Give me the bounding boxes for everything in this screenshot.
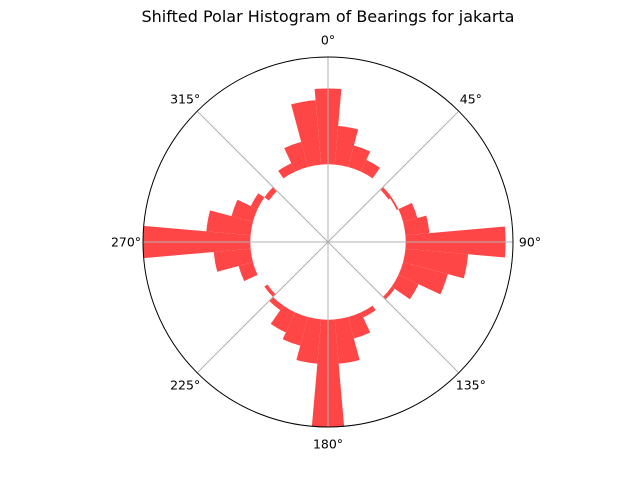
- bar-10deg: [334, 125, 359, 167]
- angle-tick-label-225: 225°: [170, 377, 200, 392]
- grid-line-315deg: [196, 110, 329, 243]
- grid-line-45deg: [327, 110, 460, 243]
- angle-ticks-layer: 0° 45° 90° 135° 180° 225° 270° 315°: [111, 33, 541, 452]
- bars-layer: [142, 88, 506, 428]
- grid-line-135deg: [327, 241, 460, 374]
- angle-tick-label-90: 90°: [519, 235, 541, 250]
- angle-tick-label-180: 180°: [313, 437, 343, 452]
- grid-layer: [143, 57, 513, 427]
- bar-170deg: [334, 317, 360, 364]
- bar-110deg: [398, 262, 448, 295]
- bar-100deg: [403, 248, 469, 279]
- bar-20deg: [348, 145, 371, 172]
- angle-tick-label-315: 315°: [170, 92, 200, 107]
- bar-260deg: [213, 248, 253, 272]
- bar-130deg: [382, 286, 395, 300]
- bar-300deg: [250, 193, 265, 210]
- bar-50deg: [380, 187, 392, 200]
- angle-tick-label-45: 45°: [460, 92, 482, 107]
- bar-240deg: [257, 274, 265, 287]
- bar-350deg: [291, 100, 322, 167]
- bar-310deg: [264, 187, 277, 201]
- bar-70deg: [398, 202, 418, 222]
- bar-210deg: [270, 305, 296, 333]
- grid-line-225deg: [196, 241, 329, 374]
- bar-320deg: [273, 178, 284, 188]
- bar-290deg: [231, 199, 258, 222]
- bar-160deg: [348, 312, 371, 339]
- bar-40deg: [372, 178, 383, 188]
- bar-280deg: [206, 210, 253, 236]
- bar-120deg: [391, 274, 419, 300]
- angle-tick-label-0: 0°: [321, 33, 335, 48]
- bar-340deg: [284, 141, 308, 172]
- bar-60deg: [390, 197, 399, 210]
- bar-250deg: [238, 262, 258, 282]
- chart-title: Shifted Polar Histogram of Bearings for …: [142, 7, 515, 26]
- bar-30deg: [360, 159, 380, 179]
- bar-220deg: [269, 296, 284, 311]
- bar-80deg: [403, 215, 430, 236]
- bar-200deg: [282, 312, 308, 346]
- angle-tick-label-135: 135°: [456, 377, 486, 392]
- bar-190deg: [296, 317, 322, 364]
- bar-230deg: [264, 284, 276, 297]
- bar-150deg: [360, 305, 376, 318]
- bar-140deg: [372, 296, 383, 306]
- angle-tick-label-270: 270°: [111, 235, 141, 250]
- polar-outer-ring: [142, 56, 514, 428]
- bar-330deg: [278, 163, 296, 179]
